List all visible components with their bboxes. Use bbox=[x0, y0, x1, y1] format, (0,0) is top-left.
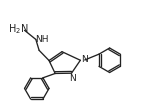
Text: NH: NH bbox=[35, 34, 49, 43]
Text: N: N bbox=[69, 73, 76, 82]
Text: $\mathregular{H_2N}$: $\mathregular{H_2N}$ bbox=[8, 22, 28, 36]
Text: N: N bbox=[81, 55, 88, 64]
